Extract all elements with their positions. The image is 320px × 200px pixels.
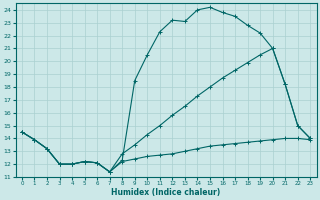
X-axis label: Humidex (Indice chaleur): Humidex (Indice chaleur): [111, 188, 221, 197]
